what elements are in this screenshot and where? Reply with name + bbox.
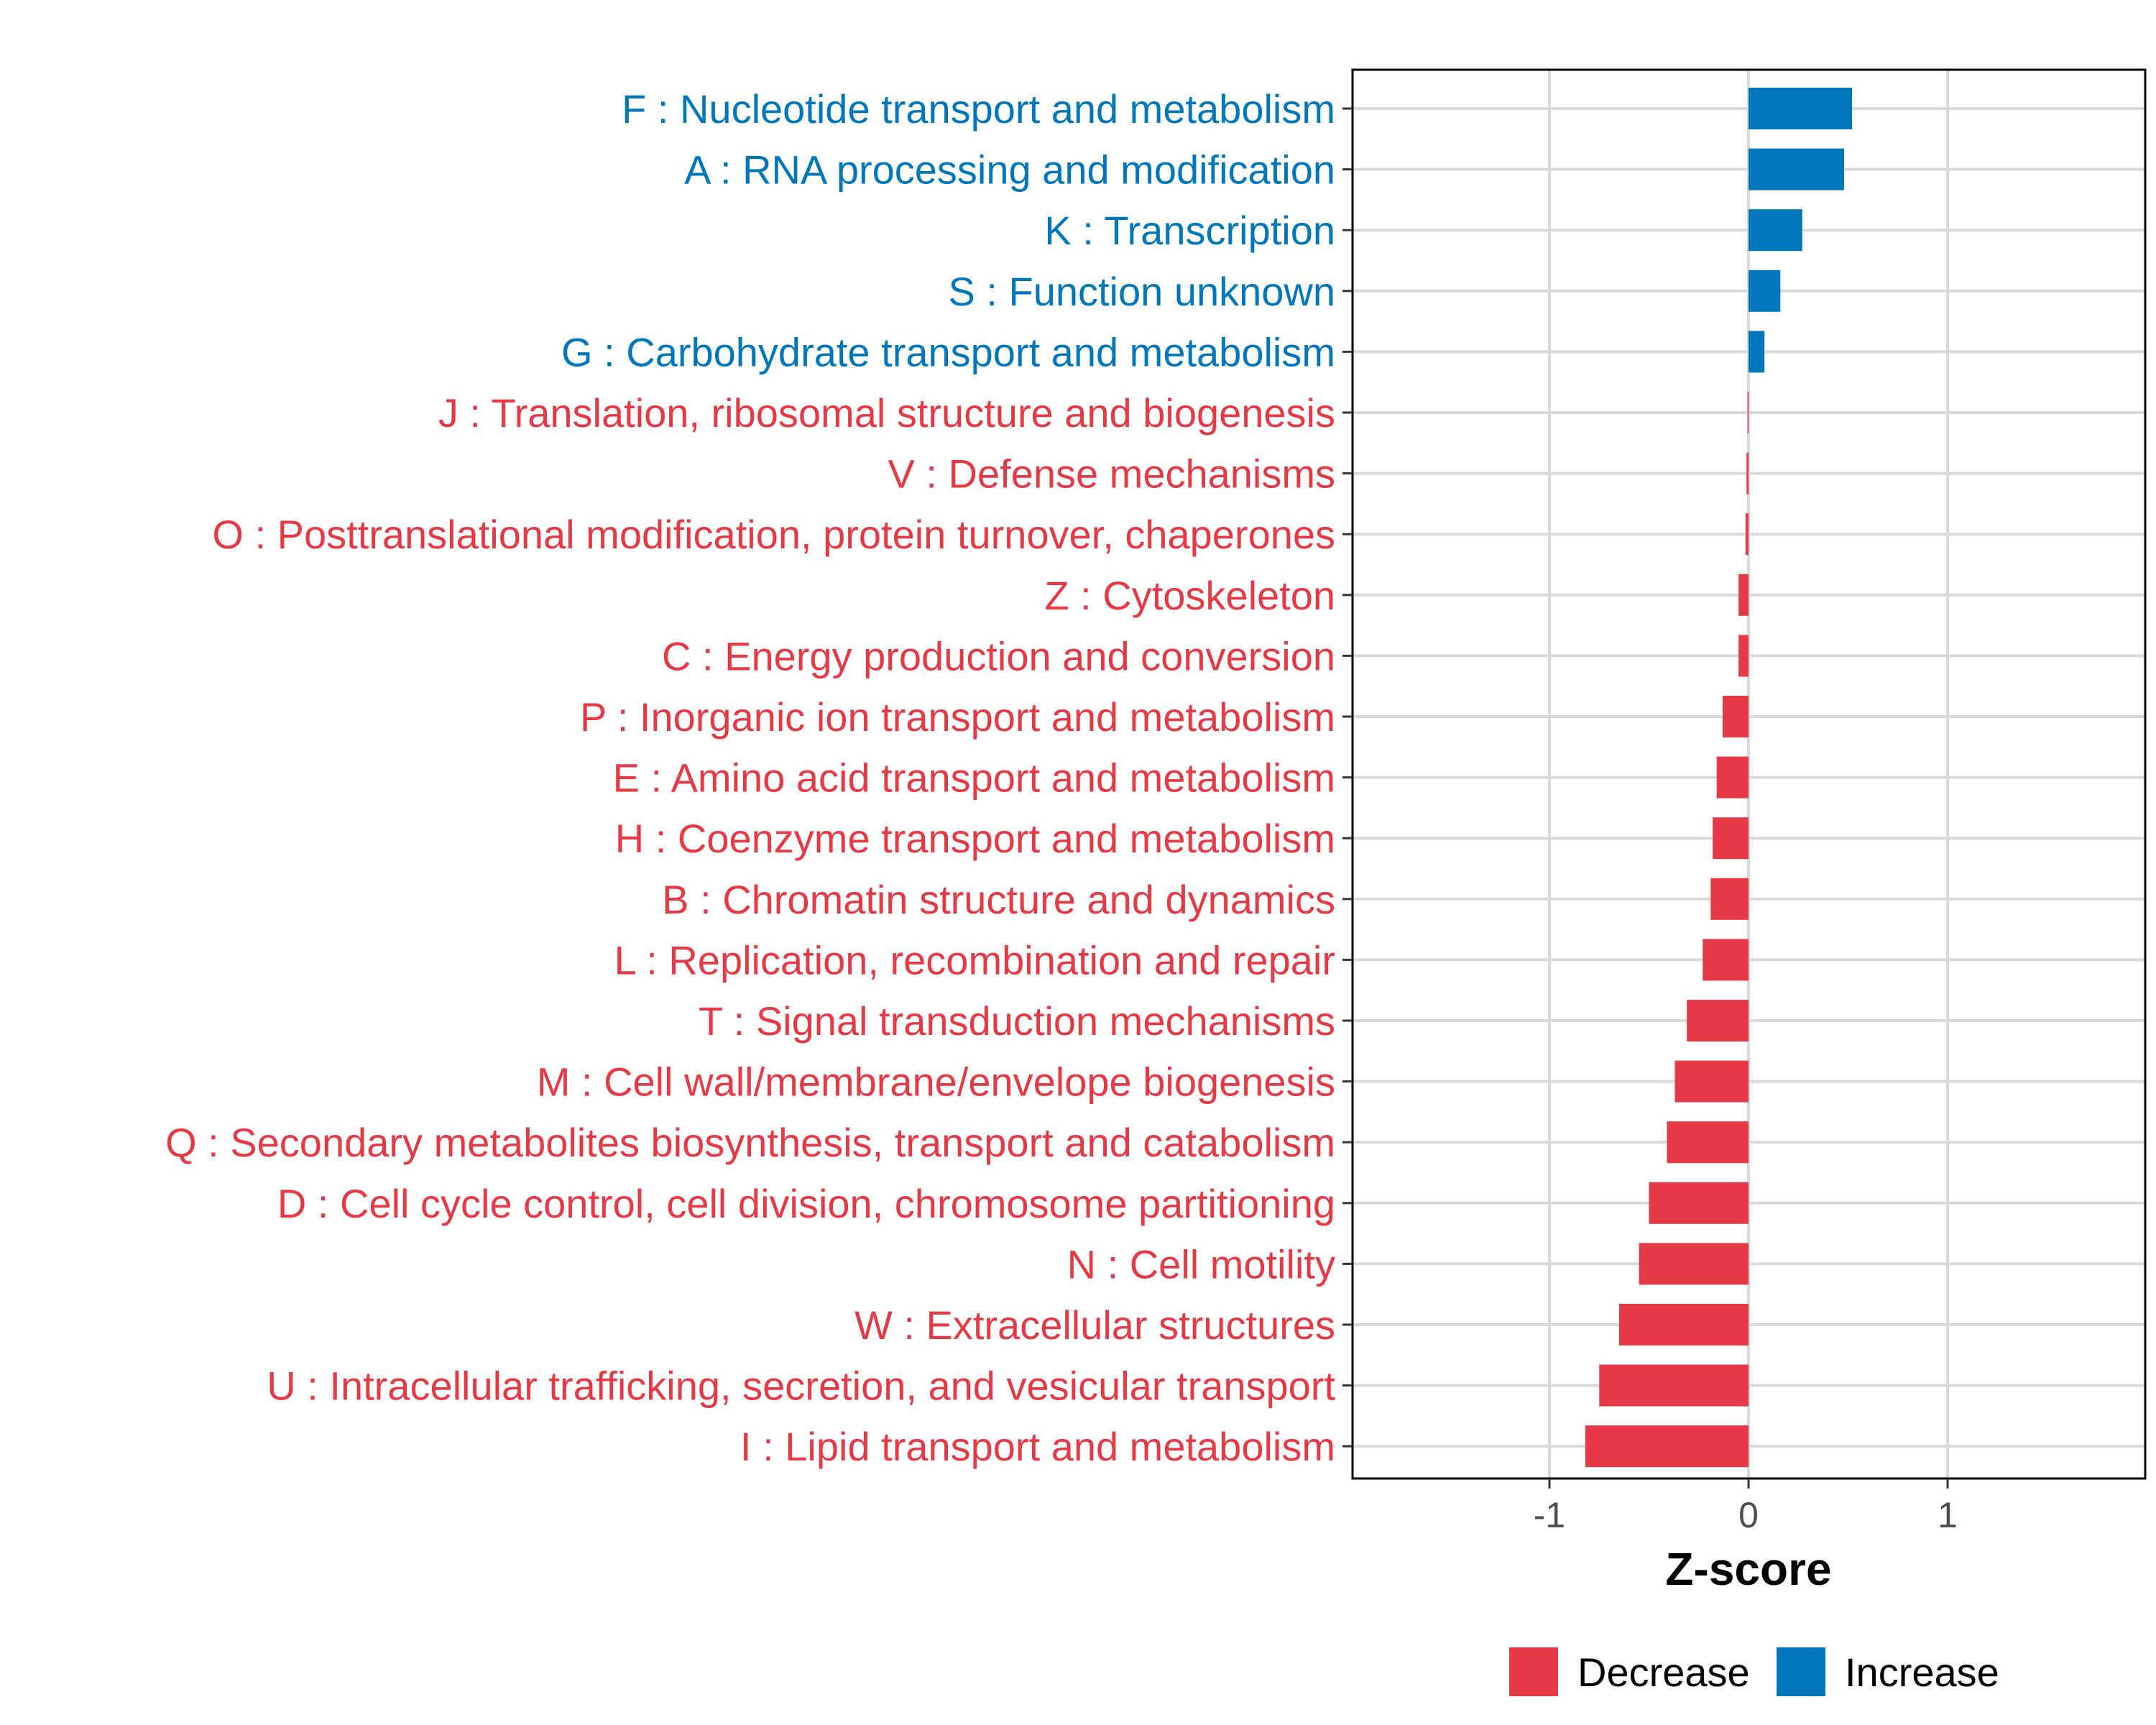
x-tick-label: -1 (1534, 1495, 1565, 1535)
category-label: B : Chromatin structure and dynamics (662, 877, 1335, 922)
bar (1749, 270, 1781, 312)
legend-label-increase: Increase (1845, 1650, 1999, 1695)
x-axis-ticks: -1 0 1 (1534, 1478, 1958, 1535)
x-axis-title: Z-score (1665, 1543, 1831, 1595)
y-axis-ticks (1342, 107, 1353, 1448)
category-label: C : Energy production and conversion (662, 633, 1335, 678)
category-label: M : Cell wall/membrane/envelope biogenes… (537, 1059, 1335, 1105)
legend-label-decrease: Decrease (1577, 1650, 1750, 1695)
bar (1703, 939, 1749, 981)
category-label: L : Replication, recombination and repai… (614, 937, 1335, 983)
category-label: V : Defense mechanisms (888, 451, 1335, 497)
bar (1749, 209, 1802, 252)
bar (1674, 1060, 1749, 1103)
category-label: A : RNA processing and modification (684, 147, 1335, 193)
category-label: P : Inorganic ion transport and metaboli… (580, 694, 1335, 740)
bar (1749, 148, 1844, 190)
category-label: G : Carbohydrate transport and metabolis… (561, 329, 1335, 374)
bar (1667, 1121, 1749, 1164)
category-label: E : Amino acid transport and metabolism (613, 755, 1335, 801)
category-label: U : Intracellular trafficking, secretion… (267, 1363, 1335, 1409)
bar (1585, 1425, 1749, 1468)
bar (1713, 817, 1749, 860)
legend: Decrease Increase (1509, 1647, 1999, 1696)
bars (1585, 88, 1853, 1468)
bar (1618, 1304, 1749, 1346)
category-labels: F : Nucleotide transport and metabolism A… (165, 86, 1335, 1469)
category-label: D : Cell cycle control, cell division, c… (277, 1181, 1335, 1226)
category-label: T : Signal transduction mechanisms (699, 998, 1335, 1044)
bar (1687, 1000, 1749, 1041)
bar (1722, 696, 1749, 737)
bar (1639, 1243, 1749, 1285)
category-label: J : Translation, ribosomal structure and… (438, 390, 1335, 436)
category-label: W : Extracellular structures (854, 1302, 1335, 1348)
category-label: H : Coenzyme transport and metabolism (615, 816, 1335, 861)
grid-lines (1353, 70, 2145, 1478)
category-label: S : Function unknown (948, 269, 1335, 314)
bar (1745, 513, 1749, 556)
bar (1738, 574, 1749, 616)
x-tick-label: 1 (1938, 1495, 1958, 1535)
legend-swatch-increase (1777, 1647, 1825, 1696)
category-label: Q : Secondary metabolites biosynthesis, … (165, 1120, 1335, 1165)
category-label: Z : Cytoskeleton (1044, 573, 1335, 618)
bar (1649, 1182, 1749, 1224)
category-label: F : Nucleotide transport and metabolism (622, 86, 1335, 132)
category-label: K : Transcription (1044, 208, 1335, 253)
bar (1710, 878, 1749, 920)
legend-swatch-decrease (1509, 1647, 1558, 1696)
category-label: I : Lipid transport and metabolism (740, 1424, 1335, 1469)
bar (1747, 392, 1749, 433)
category-label: N : Cell motility (1067, 1241, 1335, 1287)
bar (1749, 88, 1853, 129)
bar (1599, 1364, 1749, 1407)
bar (1716, 756, 1749, 799)
bar (1749, 331, 1765, 373)
x-tick-label: 0 (1738, 1495, 1759, 1535)
category-label: O : Posttranslational modification, prot… (212, 512, 1335, 557)
bar (1746, 452, 1749, 494)
bar (1738, 635, 1749, 677)
